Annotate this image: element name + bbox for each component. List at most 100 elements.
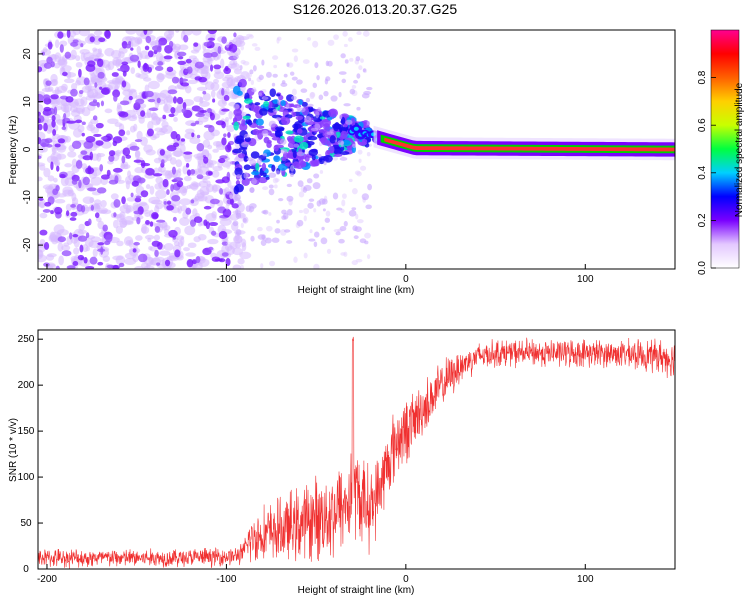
spectrogram-cell	[54, 206, 63, 215]
spectrogram-y-axis: -20 -10 0 10 20	[22, 48, 43, 252]
spectrogram-cell	[154, 205, 160, 214]
spectrogram-cell	[163, 104, 169, 112]
spectrogram-cell	[274, 129, 283, 139]
spectrogram-cell	[148, 107, 159, 112]
spectrogram-cell	[299, 141, 309, 150]
spectrogram-cell	[210, 51, 218, 58]
spectrogram-cell	[251, 178, 257, 185]
spectrogram-cell	[100, 87, 110, 95]
spectrogram-cell	[147, 50, 154, 58]
spectrogram-cell	[326, 131, 335, 136]
spectrogram-cell	[207, 30, 218, 35]
spectrogram-cell	[296, 151, 305, 157]
spectrogram-cell	[55, 119, 63, 124]
spectrogram-cell	[248, 77, 252, 82]
spectrogram-cell	[262, 209, 269, 215]
spectrogram-cell	[237, 199, 242, 206]
spectrogram-cell	[85, 136, 96, 143]
spectrogram-cell	[54, 39, 60, 49]
spectrogram-cell	[359, 238, 367, 244]
spectrogram-cell	[280, 82, 288, 87]
spectrogram-cell	[196, 143, 205, 152]
spectrogram-cell	[112, 56, 123, 67]
spectrogram-cell	[305, 149, 309, 155]
spectrogram-cell	[140, 110, 146, 117]
spectrogram-cell	[96, 153, 106, 158]
spectrogram-cell	[338, 238, 345, 244]
spectrogram-cell	[291, 88, 297, 96]
spectrogram-cell	[161, 120, 169, 128]
spectrogram-cell	[274, 178, 280, 183]
spectrogram-cell	[333, 123, 339, 132]
spectrogram-cell	[293, 256, 298, 263]
spectrogram-cell	[53, 177, 58, 183]
spectrogram-cell	[45, 80, 52, 86]
spectrogram-cell	[113, 212, 117, 218]
spectrogram-cell	[314, 123, 321, 130]
spectrogram-cell	[51, 119, 56, 128]
spectrogram-cell	[157, 241, 163, 250]
spectrogram-cell	[78, 89, 84, 95]
spectrogram-cell	[82, 176, 90, 186]
spectrogram-cell	[75, 119, 83, 124]
spectrogram-cell	[170, 107, 176, 114]
spectrogram-cell	[83, 140, 94, 149]
spectrogram-cell	[38, 155, 42, 160]
spectrogram-cell	[43, 62, 52, 69]
spectrogram-cell	[128, 95, 133, 101]
spectrogram-cell	[49, 96, 61, 107]
spectrogram-cell	[304, 155, 310, 162]
spectrogram-cell	[265, 176, 270, 180]
colorbar-tick-label: 0.0	[697, 261, 708, 275]
spectrogram-cell	[52, 188, 59, 196]
spectrogram-cell	[143, 62, 148, 70]
spectrogram-cell	[185, 252, 196, 257]
spectrogram-cell	[298, 99, 303, 105]
spectrogram-cell	[134, 167, 144, 174]
spectrogram-cell	[236, 174, 242, 179]
spectrogram-cell	[235, 68, 241, 72]
spectrogram-cell	[358, 65, 363, 71]
spectrogram-cell	[152, 213, 159, 219]
spectrogram-cell	[54, 198, 66, 204]
spectrogram-cell	[140, 190, 149, 198]
spectrogram-cell	[212, 98, 216, 103]
spectrogram-cell	[240, 59, 246, 65]
spectrogram-cell	[214, 258, 223, 262]
spectrogram-cell	[95, 216, 102, 223]
spectrogram-cell	[224, 116, 230, 123]
spectrogram-cell	[265, 71, 272, 78]
spectrogram-cell	[251, 88, 257, 93]
spectrogram-cell	[217, 46, 222, 54]
spectrogram-cell	[356, 73, 361, 79]
spectrogram-cell	[343, 220, 348, 227]
spectrogram-cell	[102, 224, 108, 232]
spectrogram-cell	[240, 45, 245, 51]
spectrogram-cell	[43, 94, 51, 100]
spectrogram-cell	[347, 37, 353, 42]
spectrogram-cell	[148, 80, 160, 90]
spectrogram-cell	[250, 151, 260, 159]
spectrogram-cell	[197, 222, 203, 227]
spectrogram-cell	[303, 215, 307, 222]
spectrogram-cell	[185, 207, 192, 215]
spectrogram-cell	[155, 189, 167, 200]
spectrogram-cell	[78, 30, 91, 37]
spectrogram-cell	[315, 111, 320, 118]
y-tick-label: 100	[18, 472, 35, 483]
y-tick-label: 50	[20, 518, 32, 529]
spectrogram-cell	[320, 237, 328, 245]
spectrogram-cell	[107, 60, 115, 71]
spectrogram-cell	[261, 162, 267, 172]
spectrogram-cell	[236, 41, 240, 45]
spectrogram-cell	[47, 41, 53, 50]
y-tick-label: 150	[18, 426, 35, 437]
spectrogram-cell	[38, 103, 44, 113]
spectrogram-cell	[163, 201, 167, 205]
spectrogram-cell	[50, 210, 54, 215]
spectrogram-cell	[92, 115, 98, 121]
spectrogram-cell	[87, 187, 97, 192]
spectrogram-cell	[341, 78, 347, 84]
spectrogram-cell	[77, 235, 88, 242]
